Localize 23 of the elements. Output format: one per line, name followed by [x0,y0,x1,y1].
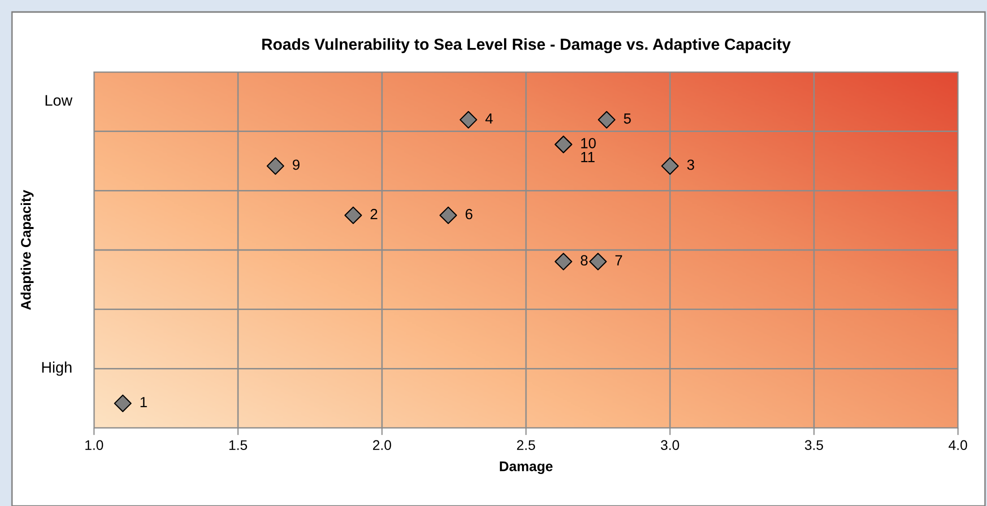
annotation: 4 [485,114,493,124]
x-tick-label: 3.0 [660,440,680,450]
annotation: 1 [140,397,147,408]
x-tick-label: 2.5 [517,440,536,450]
x-tick-label: 1.5 [229,440,248,450]
x-tick-label: 2.0 [373,440,392,450]
annotation: 11 [581,152,595,162]
x-tick-label: 4.0 [948,440,968,450]
text: High [42,362,72,376]
x-tick-label: 1.0 [85,440,104,450]
annotation: 8 [580,255,588,266]
annotation: 3 [687,160,694,170]
x-tick-label: 3.5 [804,440,824,450]
x-axis-title: Damage [500,462,553,474]
annotation: 5 [624,114,631,124]
chart-title: Roads Vulnerability to Sea Level Rise - Damage vs. Adaptive Capacity [262,38,791,54]
y-axis-title: Adaptive Capacity [20,190,34,310]
annotation: 7 [615,255,622,266]
annotation: 10 [581,138,596,148]
annotation: 9 [292,160,300,170]
text: Low [46,95,72,106]
annotation: 6 [466,208,472,220]
annotation: 2 [370,208,378,220]
